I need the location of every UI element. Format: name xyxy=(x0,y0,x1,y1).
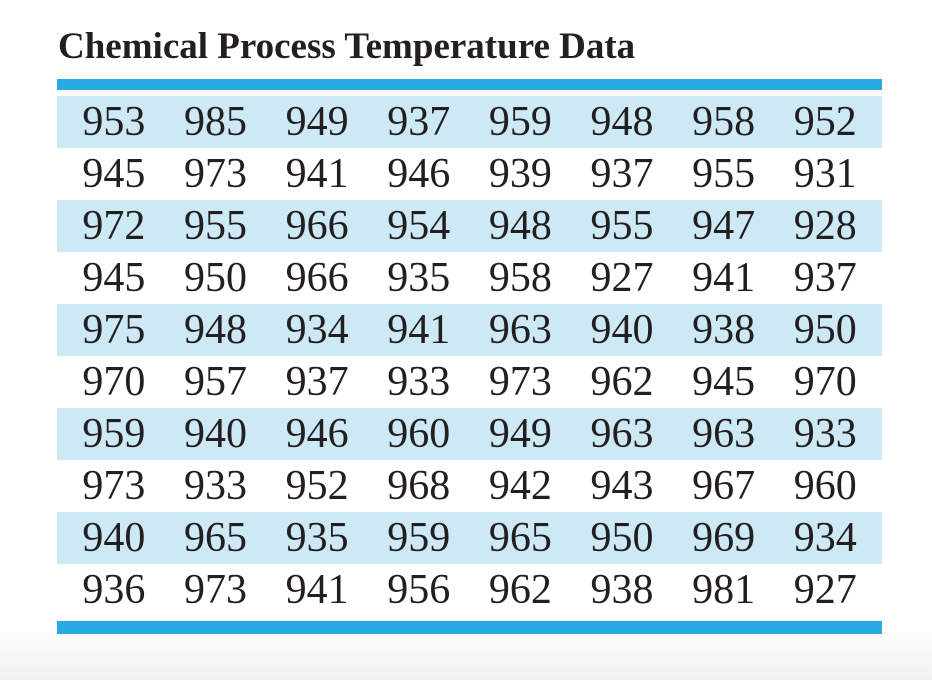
table-cell: 949 xyxy=(285,99,349,145)
table-cell: 973 xyxy=(488,359,552,405)
table-cell: 958 xyxy=(692,99,756,145)
table-cell: 957 xyxy=(183,359,247,405)
table-cell: 949 xyxy=(488,411,552,457)
table-row: 945 950 966 935 958 927 941 937 xyxy=(57,252,882,304)
table-cell: 985 xyxy=(183,99,247,145)
table-cell: 940 xyxy=(183,411,247,457)
table-cell: 970 xyxy=(82,359,146,405)
table-cell: 963 xyxy=(590,411,654,457)
table-cell: 941 xyxy=(692,255,756,301)
table-cell: 948 xyxy=(488,203,552,249)
table-cell: 931 xyxy=(793,151,857,197)
table-row: 959 940 946 960 949 963 963 933 xyxy=(57,408,882,460)
table-cell: 928 xyxy=(793,203,857,249)
table-cell: 937 xyxy=(285,359,349,405)
table-row: 973 933 952 968 942 943 967 960 xyxy=(57,460,882,512)
table-cell: 954 xyxy=(387,203,451,249)
table-cell: 947 xyxy=(692,203,756,249)
table-cell: 950 xyxy=(793,307,857,353)
table-title: Chemical Process Temperature Data xyxy=(58,26,636,67)
top-rule xyxy=(57,79,882,90)
temperature-table: 953 985 949 937 959 948 958 952 945 973 941 946 939 9… xyxy=(57,79,882,634)
table-cell: 959 xyxy=(82,411,146,457)
table-cell: 956 xyxy=(387,567,451,613)
table-row: 940 965 935 959 965 950 969 934 xyxy=(57,512,882,564)
table-cell: 959 xyxy=(387,515,451,561)
table-cell: 955 xyxy=(692,151,756,197)
table-cell: 963 xyxy=(692,411,756,457)
table-cell: 938 xyxy=(590,567,654,613)
table-cell: 941 xyxy=(285,567,349,613)
table-cell: 936 xyxy=(82,567,146,613)
table-row: 975 948 934 941 963 940 938 950 xyxy=(57,304,882,356)
table-cell: 933 xyxy=(793,411,857,457)
table-cell: 933 xyxy=(183,463,247,509)
table-cell: 935 xyxy=(387,255,451,301)
table-cell: 973 xyxy=(183,151,247,197)
table-row: 953 985 949 937 959 948 958 952 xyxy=(57,96,882,148)
table-cell: 965 xyxy=(183,515,247,561)
table-cell: 963 xyxy=(488,307,552,353)
table-cell: 967 xyxy=(692,463,756,509)
table-cell: 950 xyxy=(183,255,247,301)
table-cell: 955 xyxy=(183,203,247,249)
table-cell: 969 xyxy=(692,515,756,561)
table-cell: 935 xyxy=(285,515,349,561)
table-cell: 940 xyxy=(590,307,654,353)
bottom-rule xyxy=(57,621,882,634)
table-row: 972 955 966 954 948 955 947 928 xyxy=(57,200,882,252)
table-cell: 960 xyxy=(387,411,451,457)
table-cell: 942 xyxy=(488,463,552,509)
table-cell: 934 xyxy=(285,307,349,353)
table-cell: 981 xyxy=(692,567,756,613)
table-cell: 934 xyxy=(793,515,857,561)
table-cell: 970 xyxy=(793,359,857,405)
table-cell: 945 xyxy=(692,359,756,405)
table-figure: Chemical Process Temperature Data 953 985… xyxy=(57,0,882,634)
table-cell: 948 xyxy=(590,99,654,145)
table-cell: 940 xyxy=(82,515,146,561)
table-cell: 973 xyxy=(82,463,146,509)
table-cell: 965 xyxy=(488,515,552,561)
table-cell: 953 xyxy=(82,99,146,145)
table-cell: 943 xyxy=(590,463,654,509)
table-cell: 946 xyxy=(387,151,451,197)
table-cell: 952 xyxy=(793,99,857,145)
table-cell: 941 xyxy=(285,151,349,197)
table-cell: 966 xyxy=(285,255,349,301)
table-cell: 962 xyxy=(590,359,654,405)
table-cell: 948 xyxy=(183,307,247,353)
table-cell: 937 xyxy=(387,99,451,145)
table-cell: 950 xyxy=(590,515,654,561)
table-row: 936 973 941 956 962 938 981 927 xyxy=(57,564,882,616)
table-cell: 952 xyxy=(285,463,349,509)
table-cell: 937 xyxy=(793,255,857,301)
table-cell: 937 xyxy=(590,151,654,197)
table-cell: 962 xyxy=(488,567,552,613)
table-body: 953 985 949 937 959 948 958 952 945 973 941 946 939 9… xyxy=(57,96,882,616)
table-cell: 973 xyxy=(183,567,247,613)
table-cell: 945 xyxy=(82,255,146,301)
table-cell: 958 xyxy=(488,255,552,301)
table-cell: 960 xyxy=(793,463,857,509)
table-cell: 946 xyxy=(285,411,349,457)
table-cell: 959 xyxy=(488,99,552,145)
table-cell: 975 xyxy=(82,307,146,353)
table-cell: 927 xyxy=(590,255,654,301)
table-cell: 972 xyxy=(82,203,146,249)
table-cell: 927 xyxy=(793,567,857,613)
table-row: 945 973 941 946 939 937 955 931 xyxy=(57,148,882,200)
table-cell: 941 xyxy=(387,307,451,353)
table-cell: 955 xyxy=(590,203,654,249)
table-cell: 933 xyxy=(387,359,451,405)
table-row: 970 957 937 933 973 962 945 970 xyxy=(57,356,882,408)
table-cell: 968 xyxy=(387,463,451,509)
table-cell: 945 xyxy=(82,151,146,197)
table-cell: 939 xyxy=(488,151,552,197)
table-cell: 966 xyxy=(285,203,349,249)
table-cell: 938 xyxy=(692,307,756,353)
